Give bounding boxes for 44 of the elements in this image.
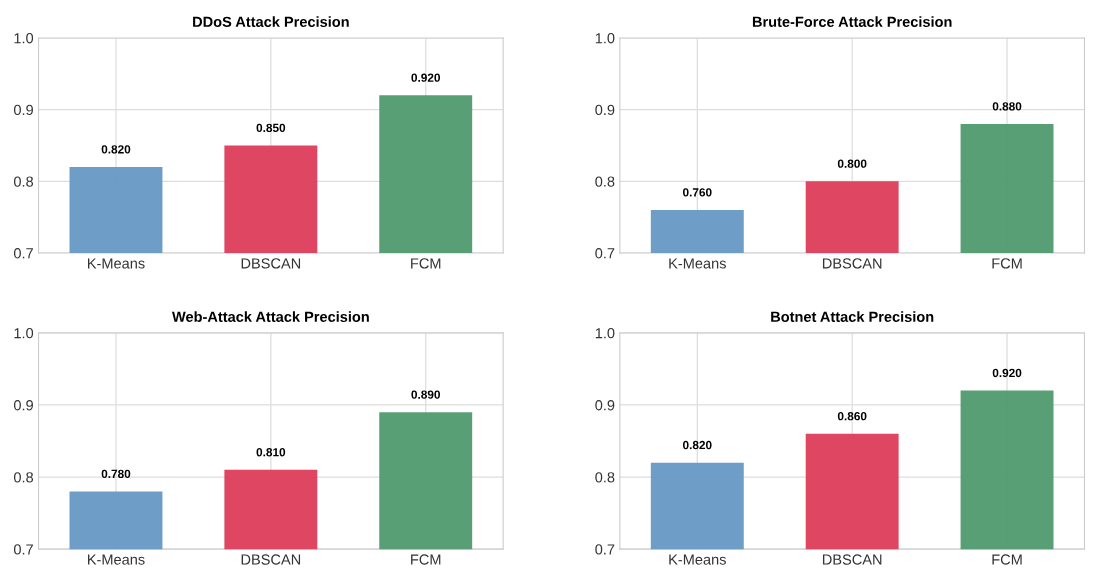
x-tick-label: DBSCAN [241,258,301,269]
data-label: 0.820 [683,440,712,450]
data-label: 0.850 [256,123,286,133]
data-label: 0.880 [992,102,1022,111]
chart-title: Brute-Force Attack Precision [752,16,952,27]
x-tick-label: DBSCAN [822,554,882,565]
data-label: 0.920 [411,73,441,82]
y-tick-label: 0.7 [595,544,615,555]
x-tick-label: K-Means [669,554,726,565]
y-tick-label: 1.0 [595,328,615,339]
y-tick-label: 0.8 [595,472,615,483]
x-tick-label: FCM [992,258,1022,269]
y-tick-label: 0.9 [595,104,615,116]
data-label: 0.890 [411,390,441,399]
chart-title: Web-Attack Attack Precision [171,311,369,322]
data-label: 0.820 [101,145,131,154]
data-label: 0.800 [837,159,867,168]
y-tick-label: 0.7 [13,544,33,555]
x-tick-label: DBSCAN [822,258,882,269]
data-label: 0.860 [837,412,867,421]
y-tick-label: 0.7 [13,248,33,259]
y-tick-label: 1.0 [14,33,34,44]
y-tick-label: 1.0 [595,33,615,44]
x-tick-label: FCM [992,554,1022,565]
y-tick-label: 0.9 [13,400,33,411]
data-label: 0.760 [683,188,712,197]
y-tick-label: 0.8 [595,176,615,187]
data-label: 0.810 [256,448,286,457]
x-tick-label: K-Means [87,258,145,269]
chart-title: DDoS Attack Precision [193,16,349,27]
y-tick-label: 0.9 [595,400,615,411]
y-tick-label: 1.0 [14,328,34,339]
x-tick-label: FCM [411,554,441,565]
y-tick-label: 0.7 [595,248,615,259]
y-tick-label: 0.8 [13,472,34,483]
data-label: 0.780 [101,469,131,479]
y-tick-label: 0.8 [13,176,34,187]
data-label: 0.920 [992,368,1022,378]
x-tick-label: FCM [411,258,441,269]
x-tick-label: K-Means [87,554,145,565]
x-tick-label: DBSCAN [241,554,301,565]
chart-title: Botnet Attack Precision [771,311,934,322]
y-tick-label: 0.9 [13,104,33,116]
x-tick-label: K-Means [669,258,726,269]
